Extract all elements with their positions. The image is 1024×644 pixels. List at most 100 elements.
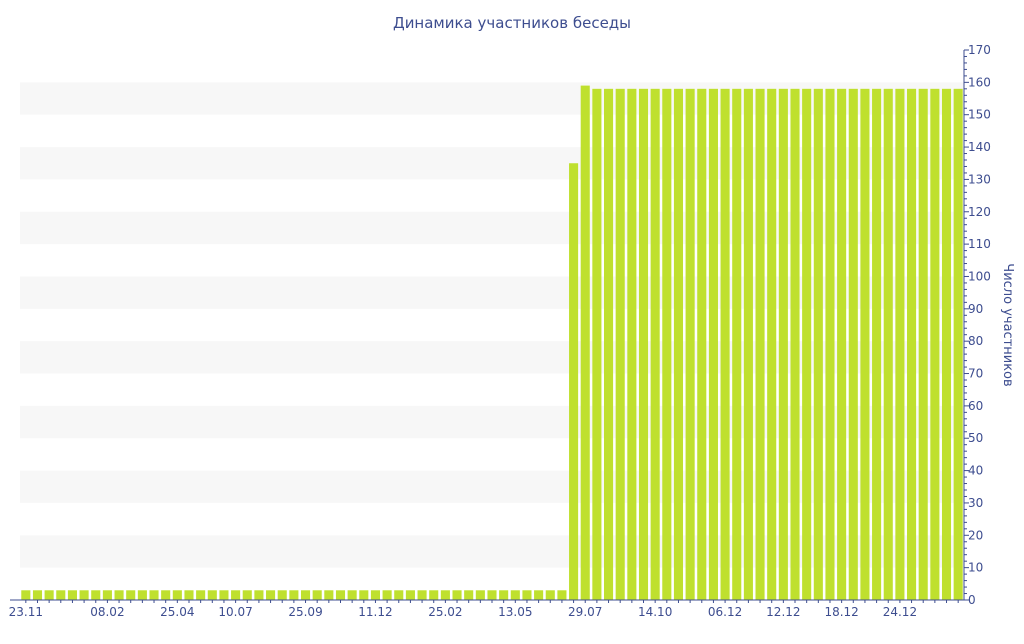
y-tick-label: 110 [968, 237, 991, 251]
bar [510, 590, 520, 600]
bar [592, 88, 602, 600]
bar [382, 590, 392, 600]
bar [324, 590, 334, 600]
bar [196, 590, 206, 600]
chart-title: Динамика участников беседы [393, 14, 631, 32]
bar [872, 88, 882, 600]
bar [941, 88, 952, 600]
bar [32, 590, 43, 600]
bar [440, 590, 450, 600]
y-axis-title: Число участников [1000, 263, 1015, 386]
bar [487, 590, 497, 600]
bar [895, 88, 905, 600]
bar [91, 590, 101, 600]
bar [813, 88, 823, 600]
bar [149, 590, 159, 600]
bar [638, 88, 649, 600]
bar [673, 88, 684, 600]
bar [207, 590, 217, 600]
x-tick-label: 18.12 [824, 605, 858, 619]
bar [231, 590, 241, 600]
y-tick-label: 170 [968, 43, 991, 57]
bar [277, 590, 287, 600]
y-tick-label: 40 [968, 464, 983, 478]
bar [300, 590, 311, 600]
bar [545, 590, 555, 600]
y-tick-label: 0 [968, 593, 976, 607]
bar [918, 88, 928, 600]
bar [254, 590, 264, 600]
bar [615, 88, 625, 600]
bar [242, 590, 252, 600]
bar [452, 590, 462, 600]
bar [475, 590, 485, 600]
bar [44, 590, 54, 600]
bar [266, 590, 276, 600]
bar [429, 590, 439, 600]
bar [219, 590, 229, 600]
bar [627, 88, 637, 600]
bar [522, 590, 532, 600]
y-tick-label: 10 [968, 561, 983, 575]
bar [930, 88, 940, 600]
y-tick-label: 120 [968, 205, 991, 219]
y-tick-label: 20 [968, 528, 983, 542]
y-axis: 0 10 20 30 40 50 60 70 80 90 100 110 120 130 140 150 160… [963, 43, 991, 607]
bar [755, 88, 765, 600]
x-tick-label: 13.05 [498, 605, 532, 619]
bar [778, 88, 788, 600]
bar [825, 88, 835, 600]
y-tick-label: 160 [968, 75, 991, 89]
bar [580, 85, 590, 601]
x-tick-label: 25.02 [428, 605, 462, 619]
y-tick-label: 130 [968, 172, 991, 186]
bar [743, 88, 753, 600]
y-tick-label: 70 [968, 367, 983, 381]
y-tick-label: 90 [968, 302, 983, 316]
bar [114, 590, 124, 600]
x-tick-label: 06.12 [708, 605, 742, 619]
bar [370, 590, 380, 600]
bar [662, 88, 672, 600]
bar [347, 590, 357, 600]
x-tick-label: 10.07 [218, 605, 252, 619]
bar [534, 590, 544, 600]
bar [848, 88, 858, 600]
bar [790, 88, 800, 600]
bar [557, 590, 567, 600]
x-tick-label: 25.04 [160, 605, 194, 619]
x-axis: 23.11 08.02 25.04 10.07 25.09 11.12 25.02 13.05… [9, 599, 964, 619]
bar [697, 88, 707, 600]
x-tick-label: 23.11 [9, 605, 43, 619]
bar [359, 590, 369, 600]
y-tick-label: 60 [968, 399, 983, 413]
bar [767, 88, 777, 600]
x-tick-label: 14.10 [638, 605, 672, 619]
bar [499, 590, 509, 600]
bar [650, 88, 660, 600]
x-tick-label: 08.02 [90, 605, 124, 619]
bar [953, 88, 963, 600]
y-tick-label: 140 [968, 140, 991, 154]
bar [102, 590, 112, 600]
bar [79, 590, 89, 600]
bar [126, 590, 136, 600]
x-tick-label: 29.07 [568, 605, 602, 619]
bar-series [21, 85, 963, 601]
bar [312, 590, 322, 600]
x-tick-label: 24.12 [883, 605, 917, 619]
bar [837, 88, 847, 600]
x-tick-label: 11.12 [358, 605, 392, 619]
bar [685, 88, 695, 600]
bar [417, 590, 427, 600]
bar [604, 88, 614, 600]
bar [907, 88, 917, 600]
bar [860, 88, 870, 600]
bar [67, 590, 77, 600]
bar [464, 590, 474, 600]
y-tick-label: 100 [968, 269, 991, 283]
y-tick-label: 30 [968, 496, 983, 510]
bar [289, 590, 299, 600]
bar [184, 590, 194, 600]
